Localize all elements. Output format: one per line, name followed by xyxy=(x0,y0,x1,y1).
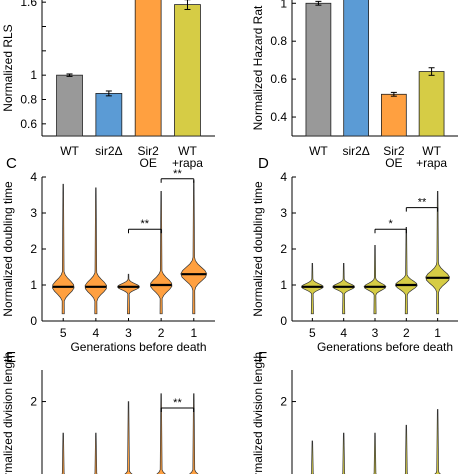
x-tick-label: sir2Δ xyxy=(95,144,122,158)
x-axis-label: Generations before death xyxy=(317,340,453,354)
x-tick-label: WT xyxy=(309,144,328,158)
significance-label: ** xyxy=(173,168,182,180)
y-tick-label: 2 xyxy=(30,242,37,256)
y-tick-label: 1 xyxy=(280,278,287,292)
x-tick-label: +rapa xyxy=(172,156,203,170)
violin xyxy=(434,409,441,474)
y-tick-label: 2 xyxy=(280,242,287,256)
violin xyxy=(310,440,314,474)
violin xyxy=(117,273,140,315)
violin xyxy=(342,432,346,474)
x-tick-label: 5 xyxy=(60,326,67,340)
significance-label: ** xyxy=(418,197,427,209)
panel-B: 0.4 0.6 0.8 1 Normalized Hazard Rat WT sir2Δ Si… xyxy=(251,0,458,170)
violin xyxy=(373,432,377,474)
bar xyxy=(174,4,201,137)
significance-label: * xyxy=(389,218,394,230)
x-tick-label: 1 xyxy=(434,326,441,340)
y-tick-label: 0 xyxy=(30,314,37,328)
violin xyxy=(301,263,324,315)
violin xyxy=(404,424,409,474)
y-tick-label: 2 xyxy=(30,395,37,409)
y-tick-label: 0 xyxy=(280,314,287,328)
x-tick-label: 4 xyxy=(93,326,100,340)
x-tick-label: 2 xyxy=(158,326,165,340)
violin xyxy=(150,191,173,315)
violin xyxy=(363,245,387,315)
x-tick-label: 3 xyxy=(372,326,379,340)
y-axis-label: Normalized division length xyxy=(251,352,265,474)
violin xyxy=(61,432,65,474)
x-tick-label: sir2Δ xyxy=(342,144,369,158)
y-axis-label: Normalized doubling time xyxy=(1,181,15,317)
violin xyxy=(52,183,75,315)
significance-label: ** xyxy=(141,218,150,230)
violin xyxy=(332,263,355,315)
y-tick-label: 0.6 xyxy=(20,117,37,131)
y-tick-label: 3 xyxy=(30,206,37,220)
x-tick-label: OE xyxy=(385,156,402,170)
y-tick-label: 1 xyxy=(280,0,287,10)
bar xyxy=(305,2,332,137)
violin xyxy=(94,432,98,474)
y-tick-label: 4 xyxy=(280,170,287,184)
violin xyxy=(84,187,107,315)
bar xyxy=(381,93,407,137)
y-tick-label: 2 xyxy=(280,395,287,409)
x-tick-label: 2 xyxy=(403,326,410,340)
y-tick-label: 0.8 xyxy=(20,93,37,107)
y-tick-label: 3 xyxy=(280,206,287,220)
violin xyxy=(189,393,199,474)
y-tick-label: 4 xyxy=(30,170,37,184)
y-axis-label: Normalized division length xyxy=(1,352,15,474)
violin xyxy=(180,180,208,315)
bar xyxy=(343,0,369,137)
y-axis-label: Normalized RLS xyxy=(1,24,15,111)
x-axis-label: Generations before death xyxy=(70,340,206,354)
y-tick-label: 0.8 xyxy=(270,34,287,48)
y-tick-label: 0.6 xyxy=(270,72,287,86)
x-tick-label: WT xyxy=(178,144,197,158)
y-axis-label: Normalized Hazard Rat xyxy=(251,5,265,130)
x-tick-label: 3 xyxy=(125,326,132,340)
violin xyxy=(156,393,166,474)
y-tick-label: 1 xyxy=(30,278,37,292)
x-tick-label: Sir2 xyxy=(383,144,405,158)
bar xyxy=(56,74,83,137)
y-tick-label: 0.4 xyxy=(270,110,287,124)
panel-letter: D xyxy=(258,155,269,172)
panel-letter: C xyxy=(6,155,17,172)
panel-letter: E xyxy=(6,349,16,366)
bar xyxy=(95,93,123,137)
x-tick-label: Sir2 xyxy=(137,144,159,158)
y-axis-label: Normalized doubling time xyxy=(251,181,265,317)
x-tick-label: 5 xyxy=(309,326,316,340)
y-tick-label: 1.6 xyxy=(20,0,37,9)
x-tick-label: +rapa xyxy=(416,156,447,170)
violin xyxy=(395,227,418,315)
x-tick-label: 4 xyxy=(340,326,347,340)
x-tick-label: WT xyxy=(422,144,441,158)
violin xyxy=(425,191,450,315)
bar xyxy=(134,0,162,137)
x-tick-label: OE xyxy=(139,156,156,170)
panel-letter: F xyxy=(258,349,267,366)
x-tick-label: WT xyxy=(60,144,79,158)
x-tick-label: 1 xyxy=(190,326,197,340)
bar xyxy=(418,71,445,137)
significance-label: ** xyxy=(173,397,182,409)
violin xyxy=(124,401,133,474)
y-tick-label: 1 xyxy=(30,68,37,82)
